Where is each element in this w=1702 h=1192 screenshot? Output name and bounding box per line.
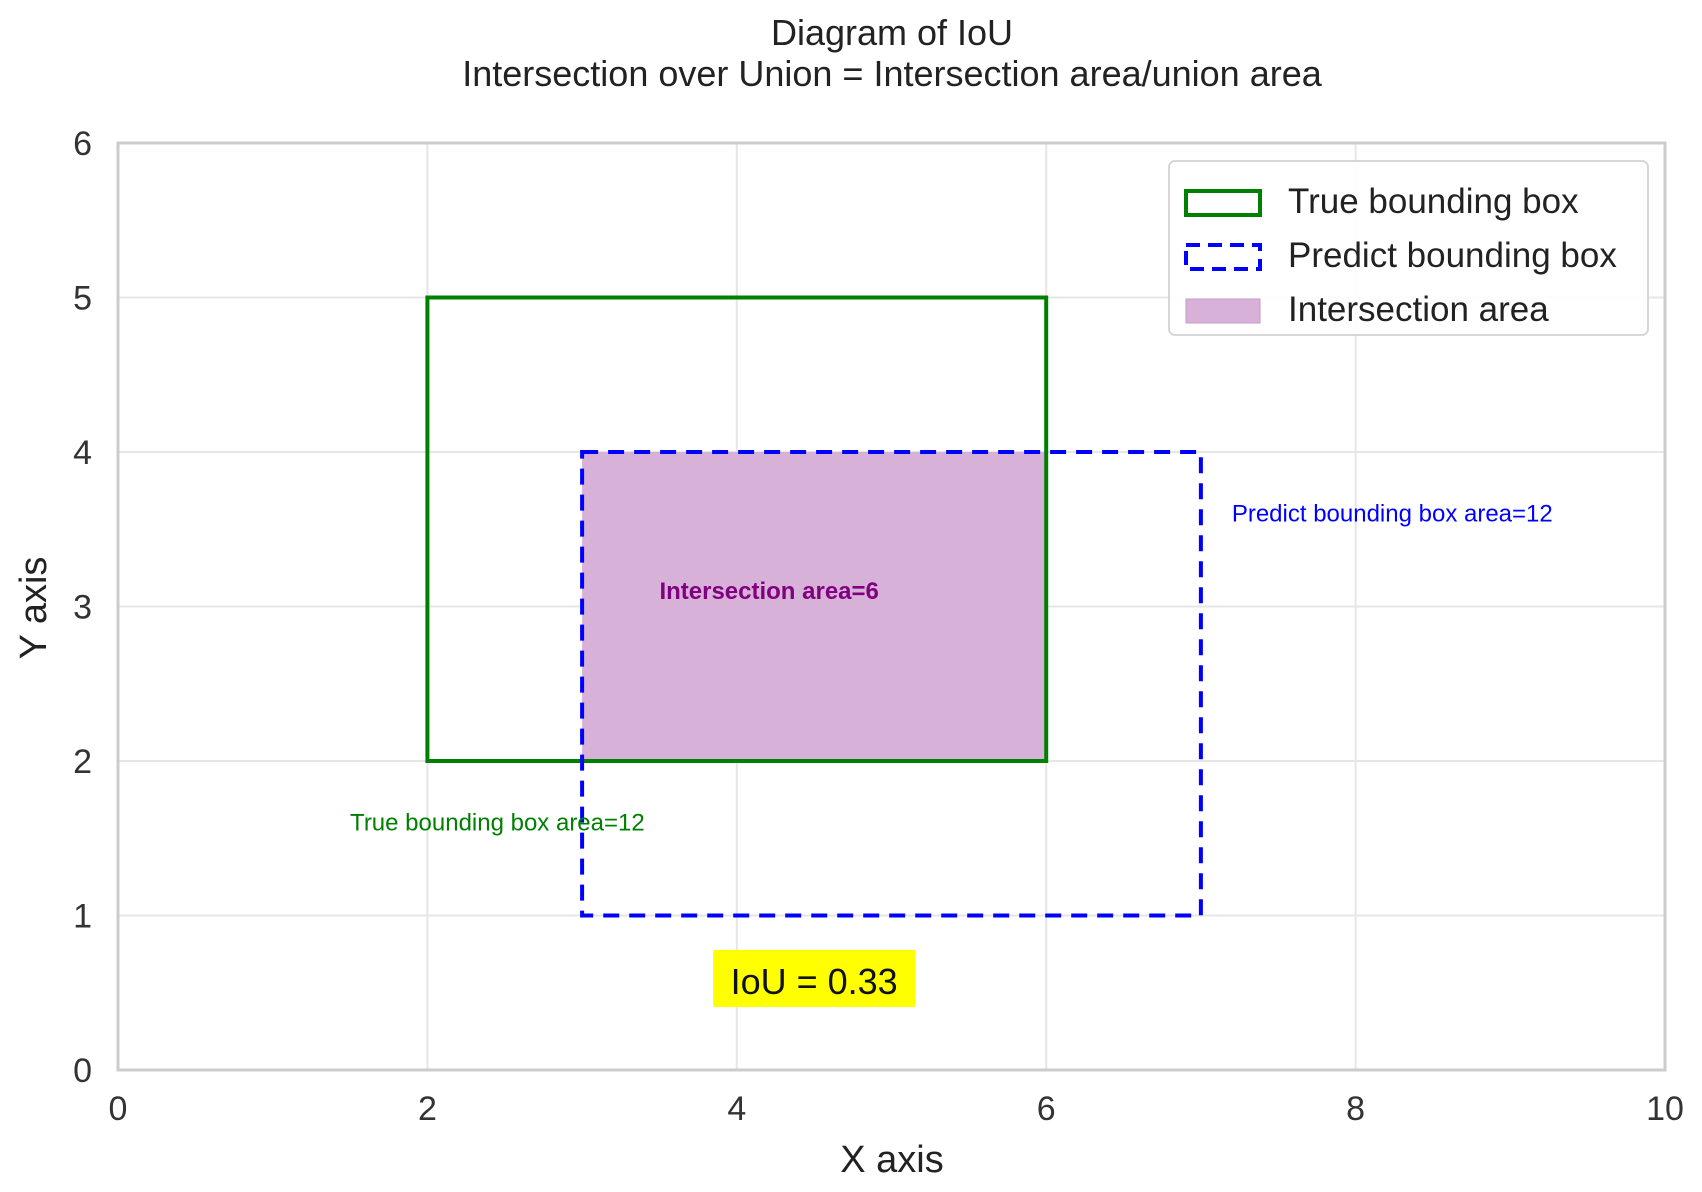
legend-intersection-swatch — [1185, 298, 1261, 324]
legend: True bounding box Predict bounding box Int… — [1168, 160, 1649, 336]
y-tick-label-4: 4 — [73, 434, 92, 472]
true-bounding-box — [425, 295, 1049, 763]
tick-labels: 0 2 4 6 8 10 0 1 2 3 4 5 6 — [73, 125, 1684, 1128]
x-tick-label-0: 0 — [109, 1090, 128, 1128]
x-tick-label-4: 4 — [727, 1090, 746, 1128]
x-tick-label-8: 8 — [1346, 1090, 1365, 1128]
x-axis-label: X axis — [840, 1139, 943, 1181]
intersection-area-rect — [582, 452, 1047, 761]
true-box-area-label: True bounding box area=12 — [350, 810, 645, 837]
iou-label: IoU = 0.33 — [731, 961, 898, 1002]
legend-box — [1168, 160, 1649, 336]
x-tick-label-6: 6 — [1037, 1090, 1056, 1128]
x-tick-label-10: 10 — [1646, 1090, 1684, 1128]
y-tick-label-5: 5 — [73, 280, 92, 318]
intersection-layer — [582, 452, 1047, 761]
predict-bounding-box — [580, 450, 1203, 918]
legend-true-box-label: True bounding box — [1288, 182, 1579, 221]
plot-border — [116, 141, 1667, 1072]
predict-box-area-label: Predict bounding box area=12 — [1232, 501, 1553, 528]
y-tick-label-0: 0 — [73, 1052, 92, 1090]
boxes-layer — [425, 295, 1203, 918]
legend-predict-box-swatch — [1184, 243, 1262, 271]
legend-true-box-swatch — [1184, 189, 1262, 217]
y-axis-label: Y axis — [13, 557, 55, 660]
iou-label-background — [713, 949, 916, 1007]
y-tick-label-2: 2 — [73, 743, 92, 781]
legend-predict-box-label: Predict bounding box — [1288, 236, 1617, 275]
plot-frame — [116, 141, 1667, 1072]
y-tick-label-6: 6 — [73, 125, 92, 163]
chart-subtitle: Intersection over Union = Intersection a… — [462, 53, 1322, 94]
intersection-area-label: Intersection area=6 — [659, 578, 878, 605]
annotations-layer: True bounding box area=12 Predict boundin… — [350, 501, 1553, 1007]
legend-intersection-label: Intersection area — [1288, 290, 1549, 329]
chart-title: Diagram of IoU — [771, 12, 1013, 53]
y-tick-label-1: 1 — [73, 898, 92, 936]
y-tick-label-3: 3 — [73, 589, 92, 627]
x-tick-label-2: 2 — [418, 1090, 437, 1128]
